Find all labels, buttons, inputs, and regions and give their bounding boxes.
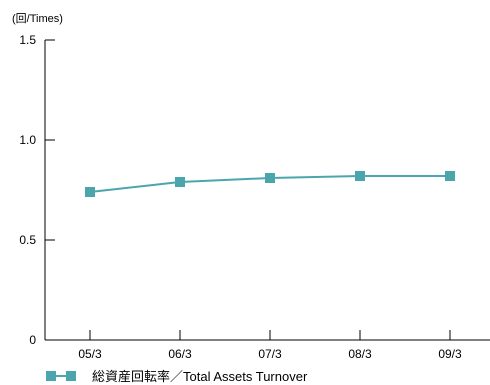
- y-axis-ticks: 0 0.5 1.0 1.5: [19, 33, 55, 347]
- x-tick-label: 09/3: [438, 347, 462, 361]
- legend-label: 総資産回転率／Total Assets Turnover: [92, 369, 308, 384]
- legend-marker-left: [46, 371, 56, 381]
- x-axis-ticks: 05/3 06/3 07/3 08/3 09/3: [78, 330, 462, 361]
- legend: 総資産回転率／Total Assets Turnover: [46, 369, 308, 384]
- series-layer: [85, 171, 455, 197]
- y-tick-label: 1.5: [19, 33, 36, 47]
- legend-marker-right: [66, 371, 76, 381]
- x-tick-label: 06/3: [168, 347, 192, 361]
- x-tick-label: 08/3: [348, 347, 372, 361]
- x-tick-label: 07/3: [258, 347, 282, 361]
- y-unit-label: (回/Times): [12, 12, 63, 25]
- x-tick-label: 05/3: [78, 347, 102, 361]
- y-tick-label: 1.0: [19, 133, 36, 147]
- data-point: [355, 171, 365, 181]
- data-point: [265, 173, 275, 183]
- data-point: [445, 171, 455, 181]
- data-point: [85, 187, 95, 197]
- data-point: [175, 177, 185, 187]
- y-tick-label: 0: [29, 333, 36, 347]
- y-tick-label: 0.5: [19, 233, 36, 247]
